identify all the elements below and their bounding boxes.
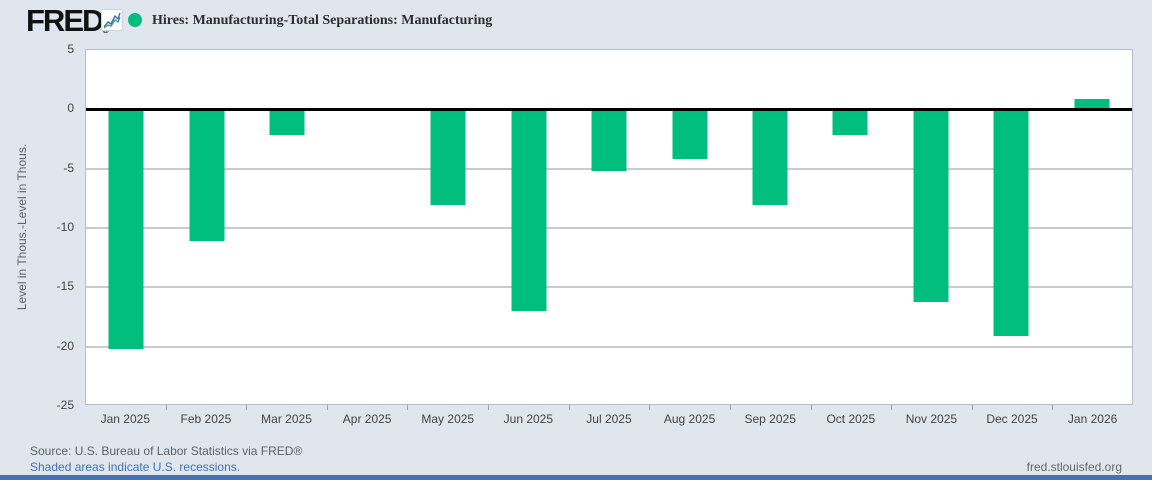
bar-slot [649, 50, 729, 404]
bar-slot [247, 50, 327, 404]
x-tick-mark [971, 405, 973, 410]
bar-sep-2025[interactable] [752, 109, 788, 206]
bar-mar-2025[interactable] [269, 109, 305, 136]
x-tick-mark [1052, 405, 1054, 410]
bar-series [86, 50, 1132, 404]
recession-note-link[interactable]: Shaded areas indicate U.S. recessions. [30, 460, 241, 474]
bar-slot [569, 50, 649, 404]
x-tick-label: Dec 2025 [986, 412, 1038, 426]
x-tick-label: Mar 2025 [261, 412, 312, 426]
x-axis-tick-labels: Jan 2025 Feb 2025 Mar 2025 Apr 2025 May 2025… [85, 412, 1133, 426]
x-tick-mark [649, 405, 651, 410]
chart-title[interactable]: Hires: Manufacturing-Total Separations: … [152, 13, 493, 28]
bar-may-2025[interactable] [430, 109, 466, 206]
x-tick-label: Aug 2025 [663, 412, 716, 426]
bar-slot [166, 50, 246, 404]
y-tick-label: -15 [56, 279, 74, 294]
x-tick-mark [407, 405, 409, 410]
bar-slot [891, 50, 971, 404]
bar-oct-2025[interactable] [832, 109, 868, 136]
bar-nov-2025[interactable] [913, 109, 949, 302]
bar-slot [971, 50, 1051, 404]
x-tick-label: Nov 2025 [905, 412, 958, 426]
x-tick-label: Jul 2025 [586, 412, 632, 426]
bar-jul-2025[interactable] [591, 109, 627, 172]
y-tick-label: -10 [56, 220, 74, 234]
bar-jun-2025[interactable] [511, 109, 547, 312]
bar-slot [408, 50, 488, 404]
bar-jan-2025[interactable] [108, 109, 144, 350]
x-tick-mark [246, 405, 248, 410]
bar-slot [327, 50, 407, 404]
fred-sparkline-icon [101, 9, 123, 31]
x-tick-label: Jan 2026 [1067, 412, 1118, 426]
bar-feb-2025[interactable] [189, 109, 225, 242]
bar-jan-2026[interactable] [1074, 98, 1110, 110]
x-tick-label: Oct 2025 [826, 412, 876, 426]
x-tick-mark [488, 405, 490, 410]
y-tick-label: -5 [63, 160, 74, 175]
bar-slot [86, 50, 166, 404]
x-tick-label: Jun 2025 [503, 412, 554, 426]
x-tick-mark [568, 405, 570, 410]
source-attribution: Source: U.S. Bureau of Labor Statistics … [30, 444, 303, 458]
y-tick-label: 5 [67, 42, 74, 56]
bar-aug-2025[interactable] [672, 109, 708, 160]
x-tick-label: Sep 2025 [744, 412, 796, 426]
bar-dec-2025[interactable] [993, 109, 1029, 336]
fred-logo-text: FRED [26, 3, 104, 38]
bottom-accent-bar [0, 475, 1152, 480]
y-tick-label: -20 [56, 338, 74, 353]
y-tick-label: 0 [67, 101, 74, 116]
legend-marker-icon [128, 13, 142, 27]
gridline [86, 286, 1132, 289]
x-tick-label: Apr 2025 [342, 412, 392, 426]
x-tick-mark [165, 405, 167, 410]
bar-slot [810, 50, 890, 404]
plot-area[interactable] [85, 49, 1133, 405]
x-tick-label: Jan 2025 [100, 412, 150, 426]
x-tick-mark [326, 405, 328, 410]
gridline [86, 345, 1132, 348]
zero-line [86, 107, 1132, 111]
x-tick-label: Feb 2025 [180, 412, 232, 426]
fred-watermark-link[interactable]: fred.stlouisfed.org [1026, 460, 1122, 474]
x-tick-label: May 2025 [421, 412, 475, 426]
bar-slot [1052, 50, 1132, 404]
y-tick-label: -25 [56, 398, 74, 412]
gridline [86, 227, 1132, 229]
x-tick-mark [729, 405, 731, 410]
x-tick-mark [810, 405, 812, 410]
x-tick-mark [891, 405, 893, 410]
bar-slot [488, 50, 568, 404]
bar-slot [730, 50, 810, 404]
